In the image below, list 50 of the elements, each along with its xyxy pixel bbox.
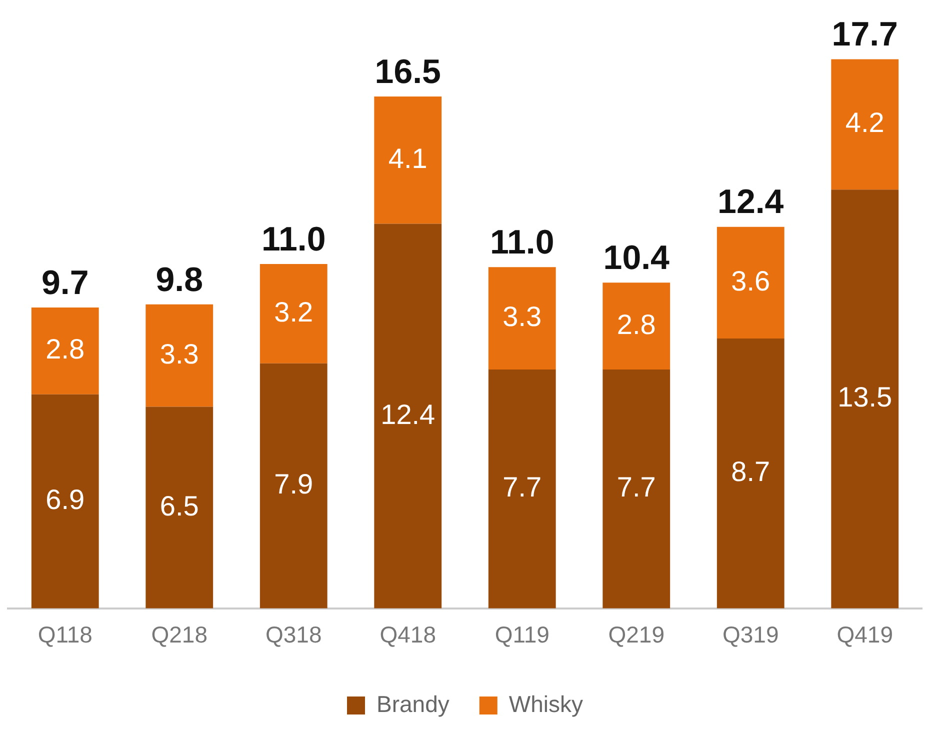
data-label: 3.2 bbox=[274, 296, 314, 328]
data-label: 2.8 bbox=[46, 334, 85, 365]
bar bbox=[602, 370, 670, 608]
legend-label: Brandy bbox=[376, 690, 450, 717]
x-tick-label: Q119 bbox=[494, 622, 550, 648]
bar bbox=[146, 304, 214, 407]
data-label: 8.7 bbox=[731, 456, 770, 488]
total-label: 17.7 bbox=[832, 16, 898, 54]
data-label: 6.9 bbox=[46, 484, 85, 516]
data-label: 6.5 bbox=[160, 490, 199, 522]
bar bbox=[716, 338, 784, 608]
data-label: 3.3 bbox=[160, 338, 199, 370]
data-label: 2.8 bbox=[616, 308, 656, 340]
data-label: 7.7 bbox=[616, 472, 656, 503]
bar bbox=[488, 370, 556, 608]
total-label: 11.0 bbox=[261, 220, 326, 258]
total-label: 9.8 bbox=[156, 260, 204, 299]
data-label: 3.6 bbox=[731, 265, 770, 296]
data-label: 4.1 bbox=[388, 142, 428, 174]
total-label: 16.5 bbox=[374, 52, 441, 91]
data-label: 12.4 bbox=[380, 398, 436, 430]
bar bbox=[602, 282, 670, 370]
bar bbox=[831, 59, 899, 190]
bar bbox=[374, 224, 442, 608]
bar bbox=[260, 363, 328, 608]
bar bbox=[488, 267, 556, 370]
data-label: 7.9 bbox=[274, 468, 314, 500]
x-tick-label: Q418 bbox=[380, 622, 436, 648]
x-tick-label: Q218 bbox=[151, 622, 208, 648]
total-label: 9.7 bbox=[41, 264, 89, 302]
bar bbox=[260, 264, 328, 364]
data-label: 3.3 bbox=[502, 301, 542, 332]
bar bbox=[146, 406, 214, 608]
x-tick-label: Q319 bbox=[722, 622, 779, 648]
x-tick-label: Q318 bbox=[265, 622, 322, 648]
x-tick-label: Q219 bbox=[608, 622, 665, 648]
total-label: 11.0 bbox=[490, 224, 554, 262]
bar bbox=[31, 394, 99, 608]
bar bbox=[374, 96, 442, 224]
legend-label: Whisky bbox=[508, 690, 584, 717]
bar bbox=[831, 190, 899, 608]
data-label: 13.5 bbox=[838, 382, 892, 413]
data-label: 4.2 bbox=[845, 107, 884, 138]
x-tick-label: Q118 bbox=[38, 622, 92, 648]
bar bbox=[716, 226, 784, 339]
x-tick-label: Q419 bbox=[836, 622, 894, 648]
data-label: 7.7 bbox=[502, 472, 542, 503]
total-label: 12.4 bbox=[718, 183, 784, 222]
bar bbox=[31, 307, 99, 394]
total-label: 10.4 bbox=[603, 239, 670, 278]
